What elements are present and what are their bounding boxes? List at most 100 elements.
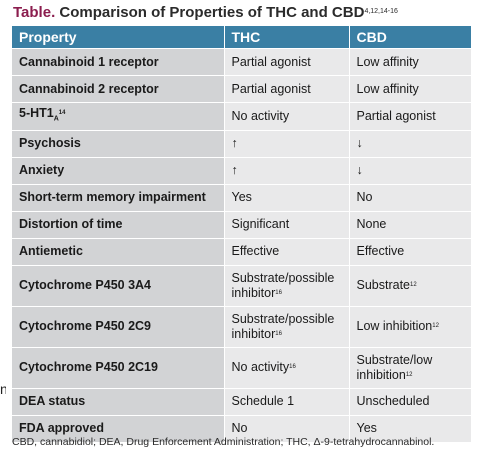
cbd-cell: Low affinity [349,75,471,103]
thc-cell: Schedule 1 [224,387,350,415]
cbd-reference: 12 [410,282,417,288]
cbd-value: Low affinity [356,81,419,96]
cbd-value: Effective [356,244,405,258]
table-title: Table. Comparison of Properties of THC a… [13,4,473,22]
property-text: FDA approved [19,421,104,435]
thc-cell: Effective [224,237,350,265]
thc-value: ↑ [231,163,238,177]
table-row: DEA status Schedule 1 Unscheduled [12,387,471,415]
cbd-cell: Substrate/low inhibition12 [349,346,471,388]
cbd-cell: Low inhibition12 [349,305,471,347]
header-property: Property [12,26,225,49]
title-references: 4,12,14-16 [364,8,398,15]
property-text: 5-HT1 [19,106,54,120]
thc-value: Yes [231,190,252,204]
property-cell: DEA status [12,387,225,415]
cbd-value: Substrate [356,278,411,292]
table-row: Cannabinoid 2 receptor Partial agonist Low… [12,75,471,103]
property-text: Cannabinoid 2 receptor [19,81,159,96]
cbd-cell: Low affinity [349,48,471,76]
property-text: Antiemetic [19,244,83,258]
property-cell: FDA approved [12,414,225,442]
table-row: Psychosis ↑ ↓ [12,129,471,157]
thc-value: Substrate/possible inhibitor [231,311,335,341]
thc-reference: 16 [289,364,296,370]
cbd-value: None [356,217,387,231]
table-row: Cannabinoid 1 receptor Partial agonist Low… [12,48,471,76]
thc-value: Substrate/possible inhibitor [231,270,335,300]
cbd-cell: Substrate12 [349,264,471,306]
cbd-value: No [356,190,373,204]
table-label: Table. [13,4,56,21]
property-text: Psychosis [19,136,81,150]
thc-cell: ↑ [224,156,350,184]
thc-value: Significant [231,217,290,231]
cbd-cell: ↓ [349,129,471,157]
property-text: Cannabinoid 1 receptor [19,54,159,69]
table-row: Anxiety ↑ ↓ [12,156,471,184]
table-row: FDA approved No Yes [12,414,471,442]
thc-cell: Yes [224,183,350,211]
thc-reference: 16 [275,289,282,296]
header-row: Property THC CBD [12,26,471,49]
cbd-cell: Yes [349,414,471,442]
property-cell: Cytochrome P450 3A4 [12,264,225,306]
cbd-value: Unscheduled [356,394,430,408]
thc-value: Partial agonist [231,81,311,96]
cbd-value: Low affinity [356,54,419,69]
table-row: Cytochrome P450 2C9 Substrate/possible in… [12,305,471,347]
table-row: Short-term memory impairment Yes No [12,183,471,211]
cbd-reference: 12 [432,323,439,329]
property-text: Cytochrome P450 3A4 [19,278,152,292]
thc-cell: No activity16 [224,346,350,388]
table-row: 5-HT1A14 No activity Partial agonist [12,102,471,130]
cbd-cell: ↓ [349,156,471,184]
table-row: Distortion of time Significant None [12,210,471,238]
comparison-table: Property THC CBD Cannabinoid 1 receptor P… [12,26,471,442]
thc-cell: Significant [224,210,350,238]
property-cell: Anxiety [12,156,225,184]
property-cell: Distortion of time [12,210,225,238]
thc-reference: 16 [275,330,282,337]
cbd-value: Substrate/low inhibition [356,352,433,382]
header-cbd: CBD [349,26,471,49]
thc-cell: No activity [224,102,350,130]
property-text: Anxiety [19,163,65,177]
cbd-value: ↓ [356,163,363,177]
thc-value: No activity [231,108,290,123]
thc-value: Schedule 1 [231,394,295,408]
property-text: DEA status [19,394,86,408]
cbd-value: Low inhibition [356,319,433,333]
property-cell: Antiemetic [12,237,225,265]
table-row: Antiemetic Effective Effective [12,237,471,265]
thc-cell: Substrate/possible inhibitor16 [224,305,350,347]
property-cell: Psychosis [12,129,225,157]
property-text: Cytochrome P450 2C19 [19,360,158,374]
property-text: Distortion of time [19,217,123,231]
thc-value: No [231,421,248,435]
cbd-cell: Effective [349,237,471,265]
property-cell: Cannabinoid 1 receptor [12,48,225,76]
thc-cell: ↑ [224,129,350,157]
table-row: Cytochrome P450 2C19 No activity16 Substra… [12,346,471,388]
table-title-text: Comparison of Properties of THC and CBD [59,4,365,21]
property-cell: Cannabinoid 2 receptor [12,75,225,103]
cbd-cell: Unscheduled [349,387,471,415]
cbd-value: Partial agonist [356,108,436,123]
cbd-cell: No [349,183,471,211]
thc-value: Effective [231,244,280,258]
thc-cell: Substrate/possible inhibitor16 [224,264,350,306]
cbd-reference: 12 [405,371,413,378]
header-thc: THC [224,26,350,49]
stray-edge-text: n [0,381,6,397]
thc-value: ↑ [231,136,238,150]
property-cell: 5-HT1A14 [12,102,225,130]
property-cell: Cytochrome P450 2C9 [12,305,225,347]
property-reference: 14 [58,110,66,116]
property-text: Cytochrome P450 2C9 [19,319,152,333]
property-subscript: A [53,115,59,123]
property-cell: Cytochrome P450 2C19 [12,346,225,388]
cbd-cell: Partial agonist [349,102,471,130]
cbd-value: Yes [356,421,377,435]
cbd-cell: None [349,210,471,238]
